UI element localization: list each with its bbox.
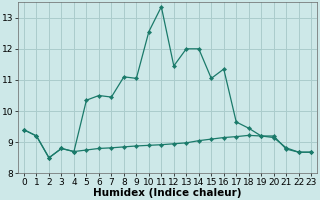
X-axis label: Humidex (Indice chaleur): Humidex (Indice chaleur) bbox=[93, 188, 242, 198]
